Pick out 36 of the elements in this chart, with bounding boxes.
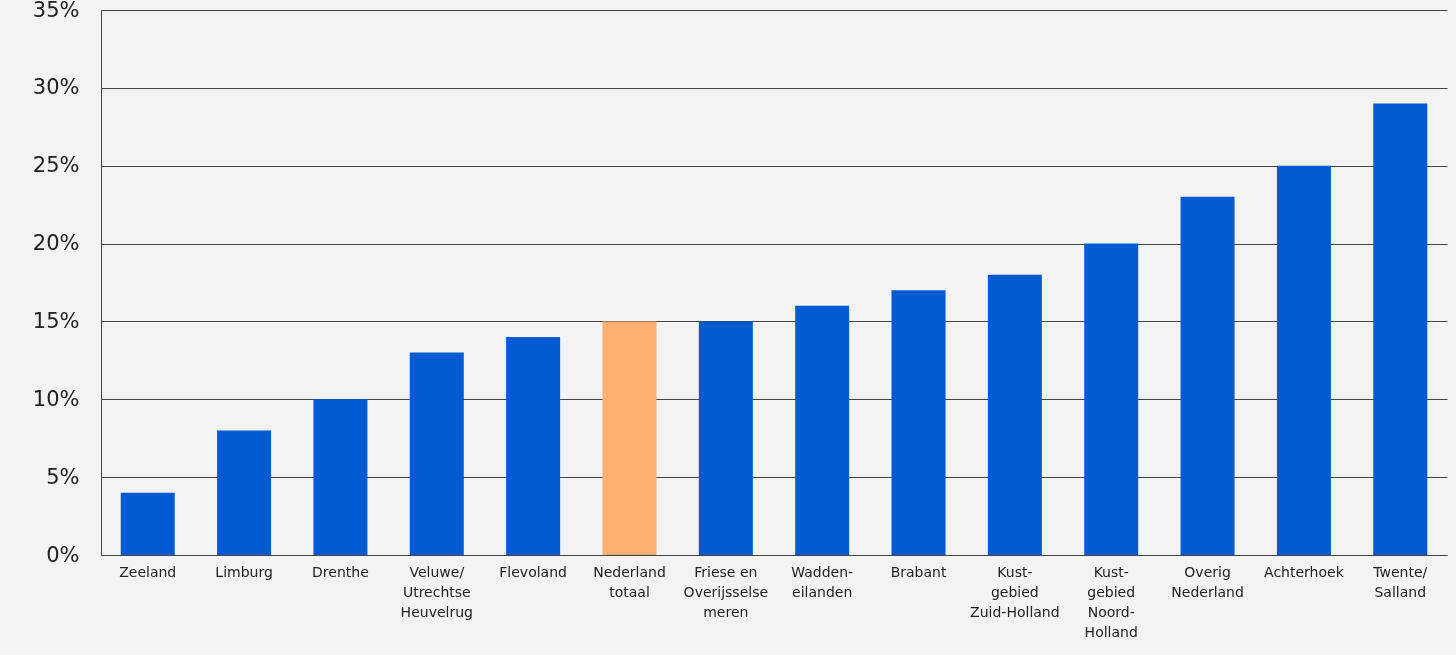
x-tick-label: Friese en Overijsselse meren — [683, 563, 769, 620]
y-tick-label: 15% — [32, 308, 80, 333]
bar — [987, 274, 1042, 555]
x-tick-label: Overig Nederland — [1171, 563, 1244, 600]
x-tick-label: Achterhoek — [1264, 563, 1345, 580]
y-tick-label: 0% — [46, 542, 80, 567]
x-tick-label: Limburg — [215, 563, 273, 580]
x-tick-label: Nederland totaal — [593, 563, 666, 600]
x-tick-label: Flevoland — [499, 563, 567, 580]
bar — [506, 337, 561, 555]
bar — [313, 399, 368, 555]
y-tick-label: 5% — [46, 464, 80, 489]
y-tick-label: 20% — [32, 231, 80, 256]
bar — [602, 321, 657, 555]
y-tick-label: 10% — [32, 386, 80, 411]
x-tick-label: Zeeland — [119, 563, 177, 580]
x-tick-label: Kust- gebied Noord- Holland — [1084, 563, 1138, 640]
bar — [1276, 165, 1331, 555]
x-tick-label: Kust- gebied Zuid-Holland — [970, 563, 1060, 620]
x-tick-label: Brabant — [890, 563, 947, 580]
x-tick-label: Wadden- eilanden — [791, 563, 854, 600]
bar — [217, 430, 272, 555]
x-tick-label: Twente/ Salland — [1372, 563, 1428, 600]
x-tick-label: Veluwe/ Utrechtse Heuvelrug — [400, 563, 473, 620]
bar — [409, 352, 464, 555]
y-tick-label: 25% — [32, 153, 80, 178]
bar — [1373, 103, 1428, 555]
bar — [1084, 243, 1139, 555]
y-tick-label: 30% — [32, 75, 80, 100]
bar — [1180, 196, 1235, 555]
bar — [698, 321, 753, 555]
y-tick-label: 35% — [32, 0, 80, 22]
x-tick-label: Drenthe — [312, 563, 369, 580]
bar — [120, 492, 175, 555]
bar — [891, 290, 946, 555]
bar — [795, 305, 850, 555]
